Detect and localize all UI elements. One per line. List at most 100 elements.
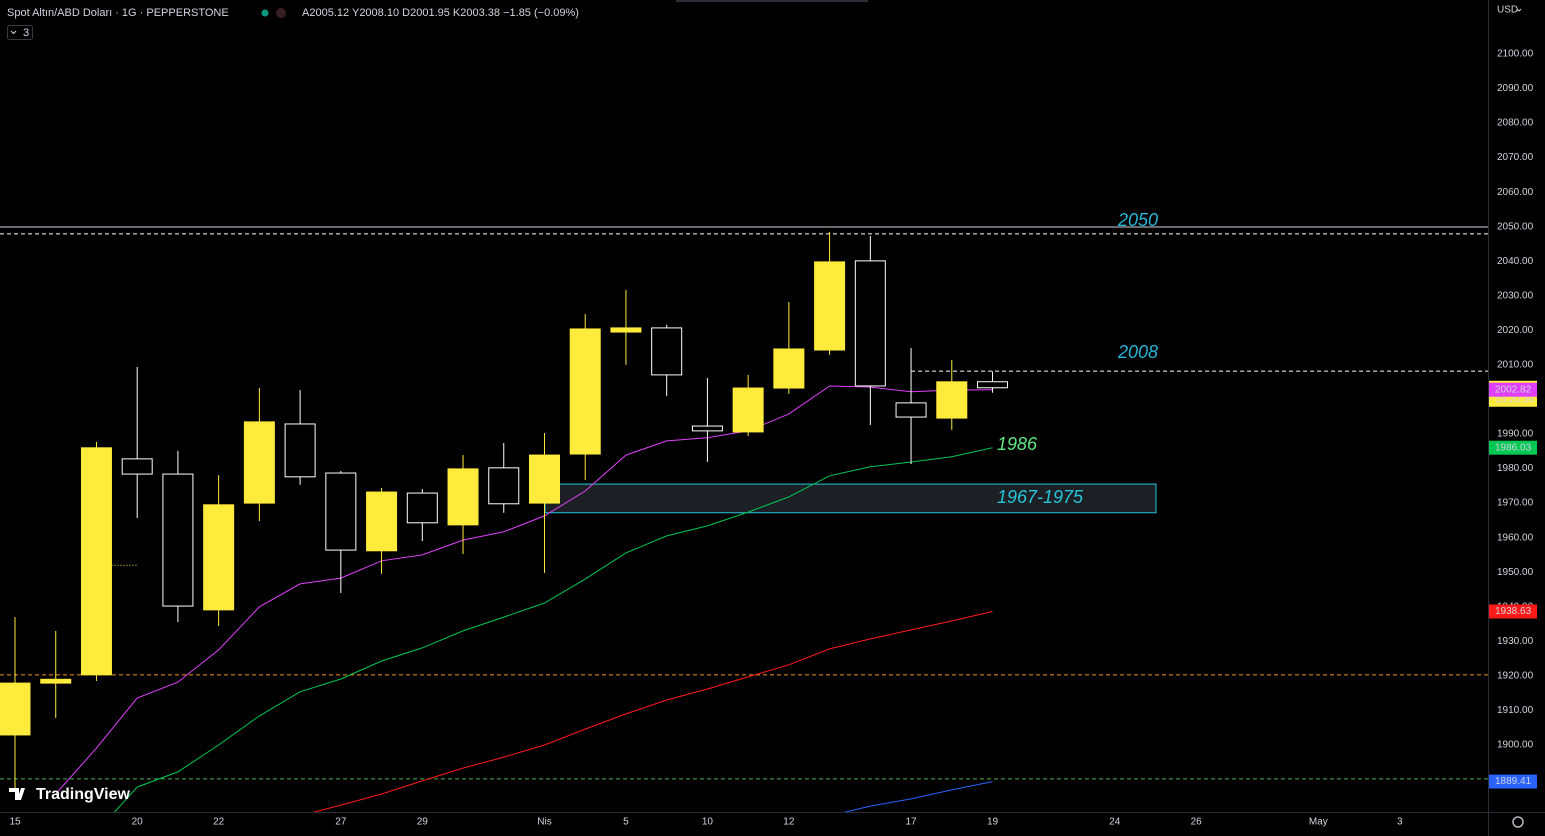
candle-body [203, 504, 235, 611]
symbol-title[interactable]: Spot Altın/ABD Doları · 1G · PEPPERSTONE [7, 7, 229, 19]
indicator-badge: 2002.82 [1495, 384, 1532, 395]
y-tick-label: 1980.00 [1497, 463, 1534, 474]
indicator-count: 3 [23, 27, 29, 39]
candle-body [854, 260, 886, 387]
y-tick-label: 1900.00 [1497, 740, 1534, 751]
zone-label: 1967-1975 [997, 487, 1084, 507]
y-tick-label: 1920.00 [1497, 671, 1534, 682]
y-tick-label: 1970.00 [1497, 498, 1534, 509]
legend-value: 2008.10 [359, 7, 399, 19]
candle-body [773, 348, 805, 389]
candle-body [284, 423, 316, 478]
brand-logo [9, 788, 25, 800]
y-tick-label: 1990.00 [1497, 429, 1534, 440]
plot-area: 1967-1975 2050 2008 1986 [0, 210, 1488, 812]
candle-body [325, 472, 357, 551]
y-tick-label: 2100.00 [1497, 49, 1534, 60]
x-tick-label: 5 [623, 817, 629, 828]
axes: 1900.001910.001920.001930.001940.001950.… [9, 49, 1537, 828]
x-tick-label: 10 [702, 817, 714, 828]
indicator-line [113, 447, 993, 812]
y-tick-label: 1960.00 [1497, 532, 1534, 543]
x-tick-label: 20 [132, 817, 144, 828]
candle-body [732, 387, 764, 433]
header: Spot Altın/ABD Doları · 1G · PEPPERSTONE… [7, 5, 1522, 40]
candle-body [610, 327, 642, 333]
data-status[interactable] [276, 8, 286, 18]
x-tick-label: Nis [537, 817, 551, 828]
legend-key: K [453, 7, 461, 19]
indicator-badge-bg [1489, 382, 1537, 397]
candle-body [121, 458, 153, 475]
legend-key: D [402, 7, 410, 19]
indicator-badge-bg [1489, 774, 1537, 789]
indicator-badge: 1938.63 [1495, 606, 1532, 617]
ohlc-legend: A2005.12 Y2008.10 D2001.95 K2003.38 −1.8… [302, 7, 579, 19]
candle-body [243, 421, 275, 504]
y-tick-label: 2070.00 [1497, 152, 1534, 163]
legend-value: 2005.12 [309, 7, 349, 19]
candle-body [528, 454, 560, 504]
candle-body [366, 491, 398, 552]
indicator-line [843, 781, 993, 812]
top-handle [676, 0, 868, 2]
chevron [1516, 8, 1522, 12]
y-tick-label: 1910.00 [1497, 705, 1534, 716]
chevron [10, 30, 17, 35]
x-tick-label: 3 [1397, 817, 1403, 828]
y-tick-label: 2060.00 [1497, 187, 1534, 198]
y-tick-label: 2040.00 [1497, 256, 1534, 267]
x-tick-label: 22 [213, 817, 225, 828]
indicator-badge-bg [1489, 440, 1537, 455]
x-tick-label: 27 [335, 817, 347, 828]
candle-body [814, 261, 846, 351]
candle-body [895, 402, 927, 418]
y-tick-label: 2080.00 [1497, 118, 1534, 129]
candle-body [936, 381, 968, 419]
x-tick-label: 26 [1191, 817, 1203, 828]
settings-button[interactable] [1512, 816, 1524, 828]
y-tick-label: 1950.00 [1497, 567, 1534, 578]
zone-box [544, 483, 1157, 514]
indicators-toggle[interactable] [7, 25, 33, 40]
annotation: 2050 [1117, 210, 1158, 230]
y-tick-label: 2010.00 [1497, 360, 1534, 371]
legend-value: 2001.95 [410, 7, 450, 19]
x-tick-label: 19 [987, 817, 999, 828]
annotation: 2008 [1117, 342, 1158, 362]
candle-body [569, 328, 601, 455]
candle-body [80, 447, 112, 676]
annotation: 1986 [997, 434, 1038, 454]
candle-body [488, 467, 520, 505]
x-tick-label: 24 [1109, 817, 1121, 828]
x-tick-label: May [1309, 817, 1328, 828]
x-tick-label: 17 [905, 817, 917, 828]
currency[interactable]: USD [1497, 5, 1518, 16]
candle-body [40, 678, 72, 684]
legend-key: Y [352, 7, 360, 19]
candle-body [977, 381, 1009, 389]
y-tick-label: 2050.00 [1497, 221, 1534, 232]
brand: TradingView [9, 786, 131, 803]
candle-body [691, 425, 723, 432]
x-tick-label: 15 [9, 817, 21, 828]
candle-body [162, 473, 194, 607]
x-tick-label: 29 [417, 817, 429, 828]
indicator-line [312, 611, 993, 812]
indicator-line [55, 385, 993, 795]
y-tick-label: 1930.00 [1497, 636, 1534, 647]
brand-name: TradingView [36, 786, 131, 803]
candle-body [651, 327, 683, 376]
market-status[interactable] [261, 9, 269, 17]
indicator-badge: 1889.41 [1495, 776, 1532, 787]
legend-value: 2003.38 [460, 7, 500, 19]
candle-body [406, 492, 438, 524]
candle-body [447, 468, 479, 526]
countdown: 15:20:36 [1495, 394, 1534, 405]
legend-key: A [302, 7, 310, 19]
y-tick-label: 2090.00 [1497, 83, 1534, 94]
x-tick-label: 12 [783, 817, 795, 828]
y-tick-label: 2020.00 [1497, 325, 1534, 336]
